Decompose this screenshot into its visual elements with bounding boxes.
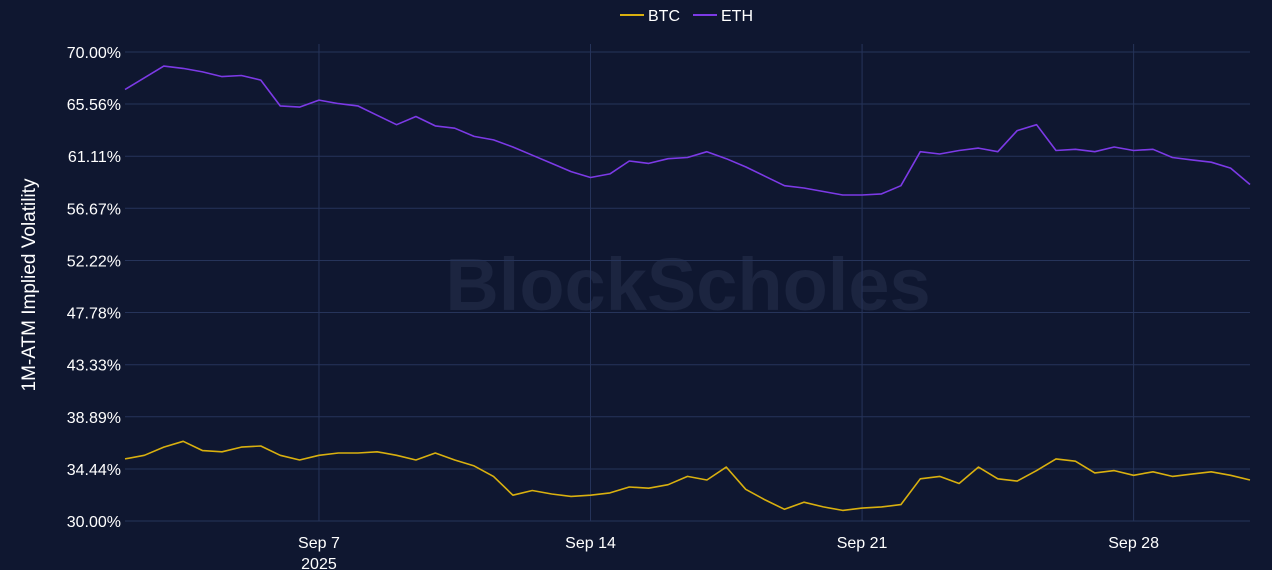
- y-tick-label: 56.67%: [67, 201, 121, 218]
- legend-item-btc[interactable]: BTC: [620, 8, 680, 25]
- legend-label: ETH: [721, 8, 753, 25]
- axis-layer: 1M-ATM Implied Volatility 30.00% 34.44% 38…: [19, 45, 1159, 570]
- y-tick-label: 30.00%: [67, 514, 121, 531]
- y-tick-label: 43.33%: [67, 358, 121, 375]
- y-tick-label: 61.11%: [68, 149, 121, 166]
- x-tick-label: Sep 28: [1108, 535, 1159, 552]
- legend[interactable]: BTC ETH: [620, 8, 753, 25]
- x-tick-label: Sep 14: [565, 535, 616, 552]
- watermark-text: BlockScholes: [445, 243, 930, 326]
- y-axis-title: 1M-ATM Implied Volatility: [19, 178, 40, 391]
- y-tick-label: 34.44%: [67, 462, 121, 479]
- legend-item-eth[interactable]: ETH: [693, 8, 753, 25]
- y-tick-label: 70.00%: [67, 45, 121, 62]
- y-tick-label: 52.22%: [67, 253, 121, 270]
- y-tick-label: 65.56%: [67, 97, 121, 114]
- series-layer: [124, 65, 1251, 512]
- series-line-eth: [124, 65, 1251, 196]
- x-tick-label: Sep 21: [837, 535, 888, 552]
- series-line-btc: [124, 440, 1251, 512]
- x-tick-label: Sep 7: [298, 535, 340, 552]
- y-tick-label: 47.78%: [67, 306, 121, 323]
- watermark-layer: BlockScholes: [445, 243, 930, 326]
- x-tick-sublabel: 2025: [301, 556, 337, 570]
- legend-label: BTC: [648, 8, 680, 25]
- y-tick-label: 38.89%: [67, 410, 121, 427]
- grid-layer: [125, 44, 1250, 522]
